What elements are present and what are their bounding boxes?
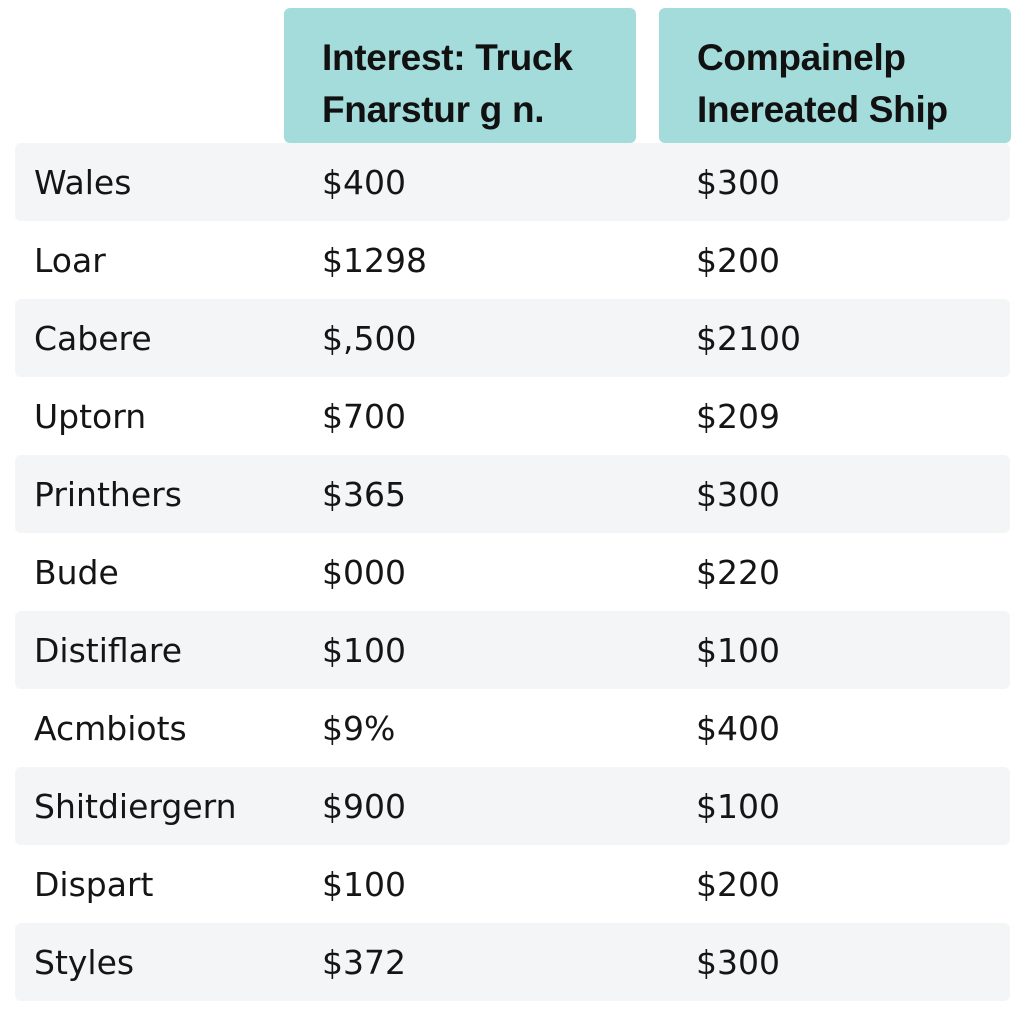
row-name-cell: Acmbiots <box>34 709 187 748</box>
interest-truck-cell: $9% <box>322 709 396 748</box>
column-header-line: Fnarstur g n. <box>322 89 545 130</box>
column-header-line: Interest: Truck <box>322 37 573 78</box>
row-name-cell: Printhers <box>34 475 182 514</box>
compainelp-ship-cell: $2100 <box>696 319 801 358</box>
interest-truck-cell: $100 <box>322 631 406 670</box>
compainelp-ship-cell: $209 <box>696 397 780 436</box>
column-header-compainelp-ship[interactable]: Compainelp Inereated Ship <box>659 8 1011 143</box>
table-row[interactable]: Wales $400 $300 <box>15 143 1010 221</box>
row-name-cell: Cabere <box>34 319 152 358</box>
compainelp-ship-cell: $100 <box>696 631 780 670</box>
table-row[interactable]: Distiflare $100 $100 <box>15 611 1010 689</box>
compainelp-ship-cell: $300 <box>696 943 780 982</box>
interest-truck-cell: $900 <box>322 787 406 826</box>
row-name-cell: Bude <box>34 553 119 592</box>
row-name-cell: Uptorn <box>34 397 147 436</box>
compainelp-ship-cell: $400 <box>696 709 780 748</box>
interest-truck-cell: $,500 <box>322 319 417 358</box>
compainelp-ship-cell: $300 <box>696 475 780 514</box>
row-name-cell: Shitdiergern <box>34 787 237 826</box>
compainelp-ship-cell: $220 <box>696 553 780 592</box>
compainelp-ship-cell: $100 <box>696 787 780 826</box>
table-row[interactable]: Loar $1298 $200 <box>15 221 1010 299</box>
compainelp-ship-cell: $200 <box>696 865 780 904</box>
row-name-cell: Distiflare <box>34 631 183 670</box>
table-row[interactable]: Bude $000 $220 <box>15 533 1010 611</box>
interest-truck-cell: $365 <box>322 475 406 514</box>
row-name-cell: Loar <box>34 241 106 280</box>
compainelp-ship-cell: $200 <box>696 241 780 280</box>
interest-truck-cell: $000 <box>322 553 406 592</box>
interest-truck-cell: $1298 <box>322 241 427 280</box>
column-header-line: Inereated Ship <box>697 89 948 130</box>
table-body: Wales $400 $300 Loar $1298 $200 Cabere $… <box>15 143 1010 1001</box>
table-row[interactable]: Styles $372 $300 <box>15 923 1010 1001</box>
table-row[interactable]: Printhers $365 $300 <box>15 455 1010 533</box>
interest-truck-cell: $700 <box>322 397 406 436</box>
row-name-cell: Wales <box>34 163 132 202</box>
column-header-interest-truck[interactable]: Interest: Truck Fnarstur g n. <box>284 8 636 143</box>
compainelp-ship-cell: $300 <box>696 163 780 202</box>
row-name-cell: Dispart <box>34 865 154 904</box>
table-row[interactable]: Acmbiots $9% $400 <box>15 689 1010 767</box>
table-row[interactable]: Dispart $100 $200 <box>15 845 1010 923</box>
column-header-line: Compainelp <box>697 37 906 78</box>
table-row[interactable]: Shitdiergern $900 $100 <box>15 767 1010 845</box>
interest-truck-cell: $372 <box>322 943 406 982</box>
interest-truck-cell: $400 <box>322 163 406 202</box>
table-row[interactable]: Uptorn $700 $209 <box>15 377 1010 455</box>
row-name-cell: Styles <box>34 943 135 982</box>
table-row[interactable]: Cabere $,500 $2100 <box>15 299 1010 377</box>
interest-truck-cell: $100 <box>322 865 406 904</box>
